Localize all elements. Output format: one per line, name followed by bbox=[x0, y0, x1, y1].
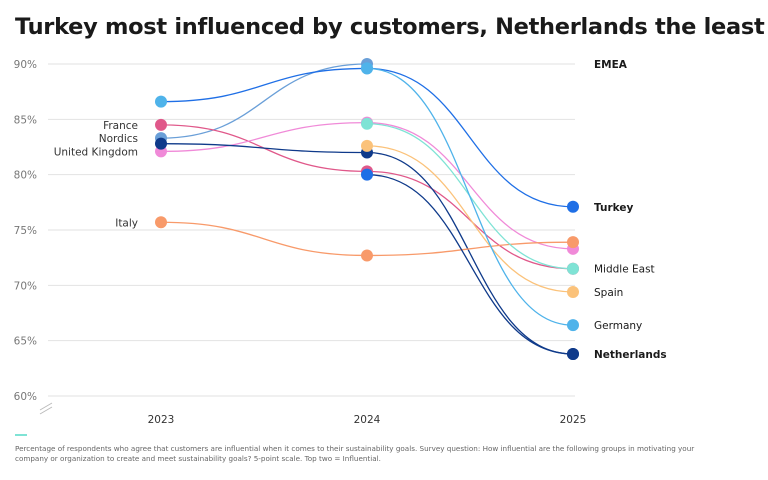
x-tick-label: 2024 bbox=[354, 414, 381, 426]
series-label: Germany bbox=[594, 320, 642, 332]
series-points bbox=[155, 58, 579, 360]
legend-swatch bbox=[15, 434, 27, 436]
series-label: United Kingdom bbox=[54, 146, 138, 158]
data-point bbox=[567, 319, 579, 332]
series-line bbox=[366, 67, 574, 326]
series-lines bbox=[160, 63, 574, 355]
data-point bbox=[361, 168, 373, 181]
y-tick-label: 65% bbox=[14, 336, 37, 348]
y-tick-label: 85% bbox=[14, 114, 37, 126]
series-label: Netherlands bbox=[594, 349, 667, 361]
data-point bbox=[361, 139, 373, 152]
footnote: Percentage of respondents who agree that… bbox=[15, 444, 695, 463]
series-line bbox=[160, 143, 574, 355]
y-axis: 60% 65% 70% 75% 80% 85% 90% bbox=[14, 59, 53, 415]
series-label: France bbox=[103, 120, 138, 132]
series-label: EMEA bbox=[594, 59, 628, 71]
series-line bbox=[366, 145, 574, 293]
y-tick-label: 75% bbox=[14, 225, 37, 237]
series-line bbox=[160, 67, 574, 208]
data-point bbox=[567, 285, 579, 298]
y-tick-label: 80% bbox=[14, 170, 37, 182]
data-point bbox=[155, 137, 167, 150]
series-label: Middle East bbox=[594, 264, 655, 276]
data-point bbox=[361, 249, 373, 262]
axis-break bbox=[39, 402, 53, 415]
data-point bbox=[155, 118, 167, 131]
x-axis: 2023 2024 2025 bbox=[148, 414, 587, 426]
data-point bbox=[567, 200, 579, 213]
y-tick-label: 70% bbox=[14, 280, 37, 292]
data-point bbox=[155, 95, 167, 108]
series-label: Spain bbox=[594, 287, 623, 299]
data-point bbox=[361, 117, 373, 130]
data-point bbox=[567, 347, 579, 360]
series-line bbox=[366, 174, 574, 355]
series-label: Turkey bbox=[594, 202, 633, 214]
series-line bbox=[160, 63, 368, 139]
line-chart: 60% 65% 70% 75% 80% 85% 90% 2023 2024 2025 Franc… bbox=[14, 58, 667, 426]
y-tick-label: 60% bbox=[14, 391, 37, 403]
data-point bbox=[567, 236, 579, 249]
right-labels: EMEA Turkey Middle East Spain Germany Netherl… bbox=[594, 59, 667, 361]
y-tick-label: 90% bbox=[14, 59, 37, 71]
data-point bbox=[155, 216, 167, 229]
chart-title: Turkey most influenced by customers, Net… bbox=[15, 14, 765, 40]
gridlines bbox=[48, 63, 575, 397]
x-tick-label: 2025 bbox=[560, 414, 587, 426]
data-point bbox=[361, 62, 373, 75]
x-tick-label: 2023 bbox=[148, 414, 175, 426]
series-line bbox=[160, 122, 574, 250]
data-point bbox=[567, 262, 579, 275]
series-label: Nordics bbox=[99, 133, 138, 145]
series-label: Italy bbox=[115, 217, 138, 229]
